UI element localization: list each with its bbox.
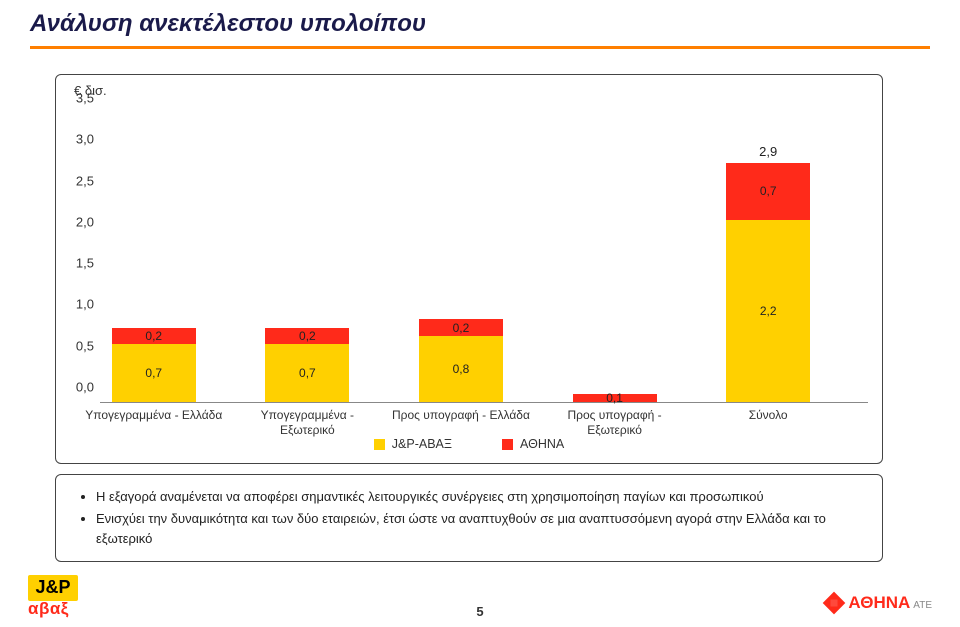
title-underline <box>30 46 930 49</box>
bar-slot: 2,20,72,9Σύνολο <box>726 113 810 402</box>
segment-label: 0,7 <box>145 366 162 380</box>
chart-frame: € δισ. 0,0 0,5 1,0 1,5 2,0 2,5 3,0 3,5 0,7 0,2 Υπο… <box>55 74 883 464</box>
y-tick-label: 2,0 <box>60 214 94 229</box>
bar-stack: 0,1 <box>573 394 657 402</box>
segment-athena: 0,7 <box>726 163 810 221</box>
bar-stack: 0,7 0,2 <box>265 328 349 402</box>
segment-label: 2,2 <box>760 304 777 318</box>
segment-label: 0,2 <box>145 329 162 343</box>
bar-slot: 0,70,2Υπογεγραμμένα - Εξωτερικό <box>265 113 349 402</box>
legend-swatch-jp <box>374 439 385 450</box>
legend-label-jp: J&P-ΑΒΑΞ <box>392 437 452 451</box>
bar-slot: 0,80,2Προς υπογραφή - Ελλάδα <box>419 113 503 402</box>
segment-athena: 0,2 <box>265 328 349 345</box>
segment-label: 0,2 <box>453 321 470 335</box>
segment-label: 0,7 <box>299 366 316 380</box>
segment-athena: 0,1 <box>573 394 657 402</box>
bullet-list: Η εξαγορά αναμένεται να αποφέρει σημαντι… <box>74 487 864 549</box>
jp-box: J&P <box>28 575 78 601</box>
bullet-item: Η εξαγορά αναμένεται να αποφέρει σημαντι… <box>96 487 864 507</box>
segment-label: 0,1 <box>606 391 623 405</box>
legend-swatch-athena <box>502 439 513 450</box>
y-tick-label: 3,0 <box>60 132 94 147</box>
legend: J&P-ΑΒΑΞ ΑΘΗΝΑ <box>56 437 882 451</box>
segment-label: 0,8 <box>453 362 470 376</box>
bar-slot: 0,1Προς υπογραφή - Εξωτερικό <box>573 113 657 402</box>
segment-label: 0,7 <box>760 184 777 198</box>
legend-item-athena: ΑΘΗΝΑ <box>502 437 564 451</box>
legend-label-athena: ΑΘΗΝΑ <box>520 437 564 451</box>
segment-athena: 0,2 <box>112 328 196 345</box>
x-category-label: Υπογεγραμμένα - Εξωτερικό <box>237 402 377 438</box>
y-tick-label: 0,0 <box>60 380 94 395</box>
segment-jp: 2,2 <box>726 220 810 402</box>
y-tick-label: 1,5 <box>60 256 94 271</box>
total-label: 2,9 <box>726 144 810 159</box>
x-category-label: Σύνολο <box>698 402 838 423</box>
y-tick-label: 1,0 <box>60 297 94 312</box>
segment-jp: 0,8 <box>419 336 503 402</box>
y-tick-label: 3,5 <box>60 91 94 106</box>
segment-jp: 0,7 <box>112 344 196 402</box>
y-axis-label: € δισ. <box>74 83 868 98</box>
x-category-label: Υπογεγραμμένα - Ελλάδα <box>84 402 224 423</box>
x-category-label: Προς υπογραφή - Εξωτερικό <box>545 402 685 438</box>
plot-area: 0,00,51,01,52,02,53,03,50,70,2Υπογεγραμμ… <box>100 113 868 403</box>
y-tick-label: 2,5 <box>60 173 94 188</box>
y-tick-label: 0,5 <box>60 338 94 353</box>
segment-jp: 0,7 <box>265 344 349 402</box>
bar-stack: 0,8 0,2 <box>419 319 503 402</box>
x-category-label: Προς υπογραφή - Ελλάδα <box>391 402 531 423</box>
bar-stack: 0,7 0,2 <box>112 328 196 402</box>
bullet-item: Ενισχύει την δυναμικότητα και των δύο ετ… <box>96 509 864 549</box>
page-number: 5 <box>0 604 960 619</box>
segment-label: 0,2 <box>299 329 316 343</box>
segment-athena: 0,2 <box>419 319 503 336</box>
legend-item-jp: J&P-ΑΒΑΞ <box>374 437 452 451</box>
bullets-frame: Η εξαγορά αναμένεται να αποφέρει σημαντι… <box>55 474 883 562</box>
bar-slot: 0,70,2Υπογεγραμμένα - Ελλάδα <box>112 113 196 402</box>
page-title: Ανάλυση ανεκτέλεστου υπολοίπου <box>30 10 930 38</box>
bar-stack: 2,2 0,7 <box>726 163 810 402</box>
